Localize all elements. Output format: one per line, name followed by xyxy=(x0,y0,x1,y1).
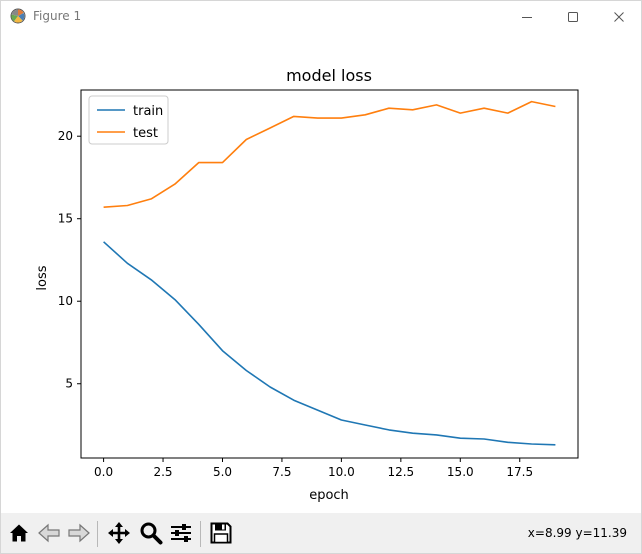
forward-arrow-icon xyxy=(68,523,90,543)
x-tick-label: 0.0 xyxy=(94,465,113,479)
maximize-button[interactable] xyxy=(550,1,596,32)
y-tick-label: 10 xyxy=(58,294,73,308)
move-icon xyxy=(108,522,130,544)
y-tick-label: 15 xyxy=(58,212,73,226)
sliders-icon xyxy=(171,524,191,542)
figure-canvas[interactable]: model loss 0.0 2.5 5.0 7.5 10.0 12.5 15.0 17.5 5… xyxy=(1,32,641,513)
save-icon xyxy=(210,522,232,544)
legend-label-test: test xyxy=(133,126,158,141)
plot-area[interactable] xyxy=(80,89,579,459)
legend-label-train: train xyxy=(133,104,163,119)
maximize-icon xyxy=(568,11,578,22)
window-title: Figure 1 xyxy=(33,9,82,23)
x-tick-label: 12.5 xyxy=(387,465,414,479)
minimize-button[interactable] xyxy=(504,1,550,32)
pan-button[interactable] xyxy=(105,519,133,547)
back-arrow-icon xyxy=(38,523,60,543)
x-tick-label: 5.0 xyxy=(213,465,232,479)
y-tick-label: 20 xyxy=(58,129,73,143)
home-icon xyxy=(10,524,28,542)
cursor-coordinates: x=8.99 y=11.39 xyxy=(527,526,627,540)
minimize-icon xyxy=(522,16,532,18)
matplotlib-logo-icon xyxy=(10,8,26,24)
forward-button[interactable] xyxy=(65,519,93,547)
x-tick-label: 15.0 xyxy=(447,465,474,479)
y-axis-label: loss xyxy=(35,265,50,290)
toolbar-separator xyxy=(97,521,98,547)
back-button[interactable] xyxy=(35,519,63,547)
x-axis-label: epoch xyxy=(309,488,349,503)
series-line-train xyxy=(103,241,556,446)
navigation-toolbar: x=8.99 y=11.39 xyxy=(1,513,641,553)
x-tick-label: 7.5 xyxy=(272,465,291,479)
home-button[interactable] xyxy=(5,519,33,547)
series-line-test xyxy=(103,100,556,208)
toolbar-separator xyxy=(200,521,201,547)
save-button[interactable] xyxy=(207,519,235,547)
zoom-button[interactable] xyxy=(137,519,165,547)
chart-title: model loss xyxy=(286,66,372,85)
y-tick-label: 5 xyxy=(65,377,73,391)
close-button[interactable] xyxy=(596,1,642,32)
x-tick-label: 10.0 xyxy=(328,465,355,479)
title-bar[interactable]: Figure 1 xyxy=(1,1,641,32)
zoom-icon xyxy=(140,522,163,545)
configure-subplots-button[interactable] xyxy=(167,519,195,547)
loss-chart[interactable]: model loss 0.0 2.5 5.0 7.5 10.0 12.5 15.0 17.5 5… xyxy=(1,32,641,513)
x-tick-label: 2.5 xyxy=(153,465,172,479)
close-icon xyxy=(614,11,624,22)
x-tick-label: 17.5 xyxy=(506,465,533,479)
